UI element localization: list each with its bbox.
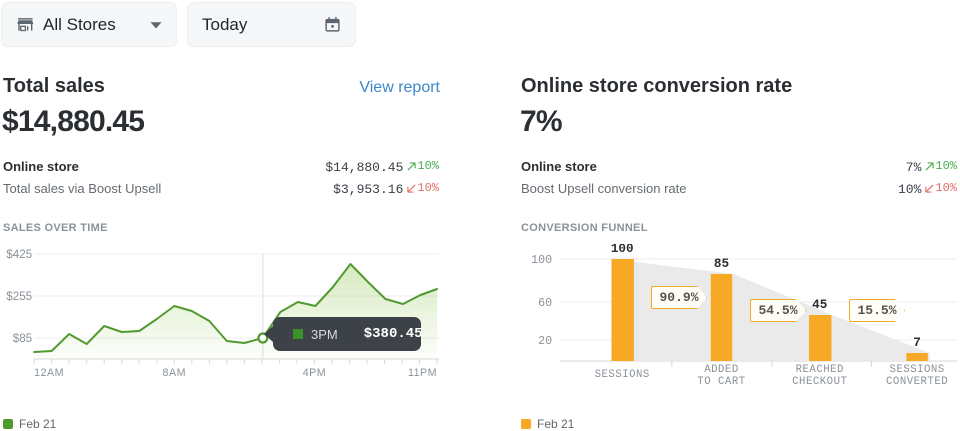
svg-text:$425: $425 [6, 247, 32, 261]
svg-text:4PM: 4PM [303, 367, 326, 379]
svg-text:7: 7 [913, 335, 921, 350]
svg-text:100: 100 [531, 253, 552, 267]
svg-text:ADDED: ADDED [704, 364, 739, 376]
svg-text:8AM: 8AM [163, 367, 186, 379]
svg-text:85: 85 [714, 256, 729, 271]
svg-text:REACHED: REACHED [796, 364, 844, 376]
svg-text:CONVERTED: CONVERTED [886, 376, 948, 388]
svg-text:SESSIONS: SESSIONS [595, 369, 650, 381]
svg-text:TO CART: TO CART [697, 376, 745, 388]
svg-text:100: 100 [611, 244, 634, 256]
svg-text:$85: $85 [13, 331, 33, 345]
svg-text:11PM: 11PM [408, 367, 437, 379]
svg-text:60: 60 [538, 296, 552, 310]
svg-text:$255: $255 [6, 289, 32, 303]
svg-text:20: 20 [538, 334, 552, 348]
svg-text:SESSIONS: SESSIONS [889, 364, 944, 376]
svg-text:12AM: 12AM [34, 367, 64, 379]
svg-text:CHECKOUT: CHECKOUT [792, 376, 847, 388]
svg-text:45: 45 [812, 297, 827, 312]
